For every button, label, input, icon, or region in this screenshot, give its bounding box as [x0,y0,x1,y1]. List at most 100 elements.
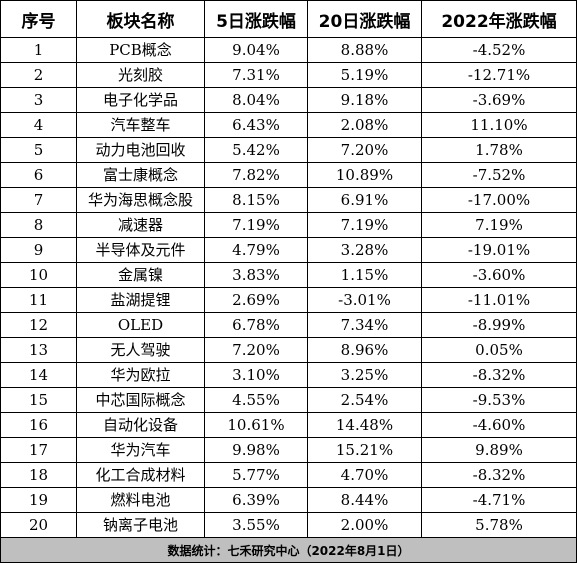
header-5day-change: 5日涨跌幅 [204,0,308,38]
cell-20day-change: 5.19% [307,62,422,88]
cell-index: 14 [0,362,77,388]
cell-index: 20 [0,512,77,538]
cell-20day-change: 6.91% [307,187,422,213]
cell-sector-name: 中芯国际概念 [76,387,205,413]
cell-2022-change: -8.32% [421,362,577,388]
cell-2022-change: -9.53% [421,387,577,413]
cell-2022-change: -19.01% [421,237,577,263]
table-row: 18 化工合成材料 5.77% 4.70% -8.32% [0,462,577,488]
cell-2022-change: -3.69% [421,87,577,113]
table-row: 6 富士康概念 7.82% 10.89% -7.52% [0,162,577,188]
cell-5day-change: 8.04% [204,87,308,113]
cell-index: 1 [0,37,77,63]
table-row: 2 光刻胶 7.31% 5.19% -12.71% [0,62,577,88]
table-row: 5 动力电池回收 5.42% 7.20% 1.78% [0,137,577,163]
data-source-note: 数据统计：七禾研究中心（2022年8月1日） [0,537,577,563]
table-header: 序号 板块名称 5日涨跌幅 20日涨跌幅 2022年涨跌幅 [0,0,577,38]
cell-sector-name: PCB概念 [76,37,205,63]
cell-20day-change: 8.96% [307,337,422,363]
cell-sector-name: 自动化设备 [76,412,205,438]
cell-index: 16 [0,412,77,438]
cell-index: 19 [0,487,77,513]
cell-sector-name: 金属镍 [76,262,205,288]
cell-5day-change: 6.78% [204,312,308,338]
cell-20day-change: 3.25% [307,362,422,388]
table-row: 19 燃料电池 6.39% 8.44% -4.71% [0,487,577,513]
cell-sector-name: 华为海思概念股 [76,187,205,213]
cell-2022-change: -7.52% [421,162,577,188]
cell-sector-name: 光刻胶 [76,62,205,88]
cell-5day-change: 4.79% [204,237,308,263]
cell-index: 13 [0,337,77,363]
cell-sector-name: 动力电池回收 [76,137,205,163]
cell-20day-change: 15.21% [307,437,422,463]
cell-5day-change: 4.55% [204,387,308,413]
cell-5day-change: 6.43% [204,112,308,138]
cell-20day-change: 3.28% [307,237,422,263]
cell-5day-change: 3.83% [204,262,308,288]
cell-2022-change: -11.01% [421,287,577,313]
table-row: 17 华为汽车 9.98% 15.21% 9.89% [0,437,577,463]
footer-row: 数据统计：七禾研究中心（2022年8月1日） [0,537,577,563]
cell-5day-change: 5.77% [204,462,308,488]
header-20day-change: 20日涨跌幅 [307,0,422,38]
cell-sector-name: OLED [76,312,205,338]
cell-20day-change: 10.89% [307,162,422,188]
cell-2022-change: -4.71% [421,487,577,513]
table-row: 11 盐湖提锂 2.69% -3.01% -11.01% [0,287,577,313]
cell-index: 3 [0,87,77,113]
table-row: 3 电子化学品 8.04% 9.18% -3.69% [0,87,577,113]
table-footer: 数据统计：七禾研究中心（2022年8月1日） [0,537,577,563]
table-row: 15 中芯国际概念 4.55% 2.54% -9.53% [0,387,577,413]
table-row: 1 PCB概念 9.04% 8.88% -4.52% [0,37,577,63]
table-row: 10 金属镍 3.83% 1.15% -3.60% [0,262,577,288]
cell-index: 18 [0,462,77,488]
table-row: 12 OLED 6.78% 7.34% -8.99% [0,312,577,338]
cell-2022-change: -4.60% [421,412,577,438]
cell-5day-change: 7.31% [204,62,308,88]
cell-sector-name: 减速器 [76,212,205,238]
cell-sector-name: 钠离子电池 [76,512,205,538]
header-index: 序号 [0,0,77,38]
cell-index: 6 [0,162,77,188]
cell-20day-change: 8.88% [307,37,422,63]
cell-sector-name: 半导体及元件 [76,237,205,263]
cell-2022-change: -3.60% [421,262,577,288]
cell-5day-change: 2.69% [204,287,308,313]
cell-2022-change: 1.78% [421,137,577,163]
cell-20day-change: 2.00% [307,512,422,538]
cell-sector-name: 华为汽车 [76,437,205,463]
cell-20day-change: 7.20% [307,137,422,163]
cell-5day-change: 6.39% [204,487,308,513]
table-row: 8 减速器 7.19% 7.19% 7.19% [0,212,577,238]
cell-2022-change: -8.99% [421,312,577,338]
cell-2022-change: -4.52% [421,37,577,63]
cell-index: 15 [0,387,77,413]
cell-20day-change: 8.44% [307,487,422,513]
cell-2022-change: 0.05% [421,337,577,363]
table-row: 16 自动化设备 10.61% 14.48% -4.60% [0,412,577,438]
cell-5day-change: 7.19% [204,212,308,238]
cell-5day-change: 10.61% [204,412,308,438]
cell-index: 12 [0,312,77,338]
cell-20day-change: 4.70% [307,462,422,488]
cell-index: 2 [0,62,77,88]
cell-5day-change: 7.20% [204,337,308,363]
cell-2022-change: 7.19% [421,212,577,238]
cell-5day-change: 9.04% [204,37,308,63]
cell-5day-change: 3.10% [204,362,308,388]
table-row: 20 钠离子电池 3.55% 2.00% 5.78% [0,512,577,538]
table-row: 14 华为欧拉 3.10% 3.25% -8.32% [0,362,577,388]
cell-sector-name: 燃料电池 [76,487,205,513]
cell-20day-change: 1.15% [307,262,422,288]
cell-20day-change: 9.18% [307,87,422,113]
cell-index: 4 [0,112,77,138]
cell-sector-name: 汽车整车 [76,112,205,138]
cell-2022-change: 5.78% [421,512,577,538]
table-body: 1 PCB概念 9.04% 8.88% -4.52% 2 光刻胶 7.31% 5.19% -12.… [0,37,577,538]
cell-sector-name: 电子化学品 [76,87,205,113]
cell-20day-change: 7.19% [307,212,422,238]
header-row: 序号 板块名称 5日涨跌幅 20日涨跌幅 2022年涨跌幅 [0,0,577,38]
cell-2022-change: 9.89% [421,437,577,463]
